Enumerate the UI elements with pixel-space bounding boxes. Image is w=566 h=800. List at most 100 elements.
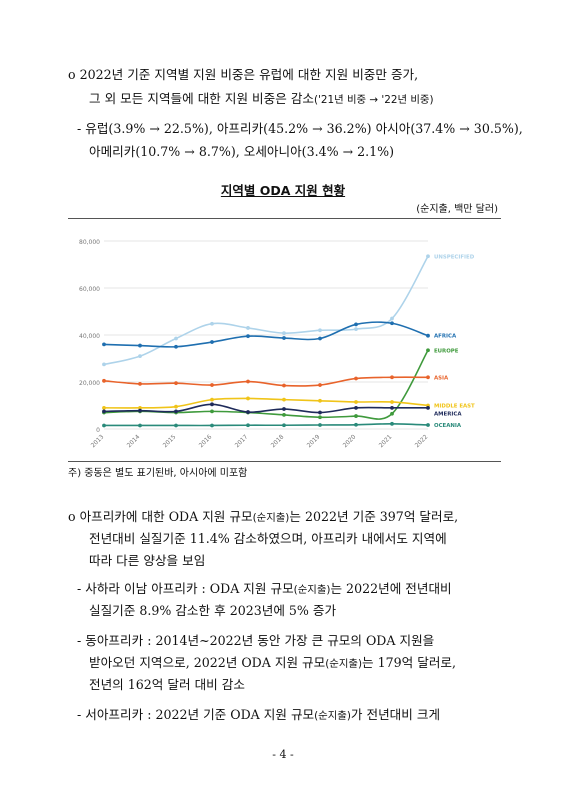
data-point <box>390 400 394 404</box>
x-tick-label: 2016 <box>198 433 214 449</box>
series-label: UNSPECIFIED <box>434 254 475 260</box>
x-tick-label: 2021 <box>378 433 394 449</box>
data-point <box>318 383 322 387</box>
data-point <box>210 321 214 326</box>
p2-line1-b: 는 2022년 기준 397억 달러로, <box>289 509 459 524</box>
y-tick-label: 0 <box>96 427 100 434</box>
data-point <box>354 376 358 381</box>
data-point <box>246 326 250 330</box>
paragraph-2-line-3: 따라 다른 양상을 보임 <box>89 550 205 569</box>
paragraph-1-sub-line-2: 아메리카(10.7% → 8.7%), 오세아니아(3.4% → 2.1%) <box>89 141 394 160</box>
data-point <box>246 334 250 339</box>
b1-line1-a: - 사하라 이남 아프리카 : ODA 지원 규모 <box>77 581 294 596</box>
data-point <box>282 423 286 428</box>
series-label: ASIA <box>434 375 449 381</box>
y-tick-label: 40,000 <box>79 333 100 340</box>
data-point <box>138 381 142 386</box>
bullet-3-line-1: - 서아프리카 : 2022년 기준 ODA 지원 규모(순지출)가 전년대비 … <box>77 704 440 723</box>
chart-title: 지역별 ODA 지원 현황 <box>220 183 346 198</box>
paragraph-1-sub-line-1: - 유럽(3.9% → 22.5%), 아프리카(45.2% → 36.2%) … <box>77 118 523 137</box>
x-tick-label: 2014 <box>126 433 142 449</box>
series-label: AFRICA <box>434 334 457 340</box>
p1-sub-line1-text: - 유럽(3.9% → 22.5%), 아프리카(45.2% → 36.2%) … <box>77 121 523 136</box>
x-tick-label: 2022 <box>414 433 430 449</box>
data-point <box>138 343 142 348</box>
data-point <box>426 405 430 410</box>
data-point <box>102 342 106 347</box>
data-point <box>102 362 106 367</box>
data-point <box>282 383 286 388</box>
series-label: AMERICA <box>434 412 462 418</box>
x-tick-label: 2017 <box>234 433 250 449</box>
data-point <box>426 333 430 338</box>
data-point <box>174 336 178 341</box>
data-point <box>426 254 430 259</box>
data-point <box>354 405 358 410</box>
series-line <box>103 321 429 348</box>
p1-sub-line2-text: 아메리카(10.7% → 8.7%), 오세아니아(3.4% → 2.1%) <box>89 144 395 159</box>
bullet-1-line-1: - 사하라 이남 아프리카 : ODA 지원 규모(순지출)는 2022년에 전… <box>77 578 452 597</box>
data-point <box>282 397 286 402</box>
series-line <box>103 423 429 427</box>
y-tick-label: 20,000 <box>79 380 100 387</box>
series-line <box>103 397 429 409</box>
data-point <box>390 316 394 321</box>
y-tick-label: 80,000 <box>79 239 100 246</box>
data-point <box>354 414 358 418</box>
data-point <box>246 423 250 428</box>
data-point <box>210 423 214 428</box>
data-point <box>318 398 322 403</box>
series-line <box>103 403 428 414</box>
data-point <box>282 413 286 417</box>
bullet-2-line-3: 전년의 162억 달러 대비 감소 <box>89 674 245 693</box>
p2-line2-text: 전년대비 실질기준 11.4% 감소하였으며, 아프리카 내에서도 지역에 <box>89 531 447 546</box>
x-tick-label: 2020 <box>342 433 358 449</box>
p1-line1-text: o 2022년 기준 지역별 지원 비중은 유럽에 대한 지원 비중만 증가, <box>68 67 419 82</box>
b3-line1-a: - 서아프리카 : 2022년 기준 ODA 지원 규모 <box>77 707 315 722</box>
data-point <box>318 328 322 333</box>
b2-line2-note: (순지출) <box>325 658 363 670</box>
data-point <box>426 375 430 380</box>
bullet-2-line-2: 받아오던 지역으로, 2022년 ODA 지원 규모(순지출)는 179억 달러… <box>89 652 456 671</box>
p2-line1-a: o 아프리카에 대한 ODA 지원 규모 <box>68 509 253 524</box>
bullet-1-line-2: 실질기준 8.9% 감소한 후 2023년에 5% 증가 <box>89 600 336 619</box>
data-point <box>390 321 394 326</box>
data-point <box>318 415 322 420</box>
page-number: - 4 - <box>272 748 294 761</box>
x-tick-label: 2018 <box>270 433 286 449</box>
data-point <box>390 421 394 426</box>
data-point <box>354 327 358 332</box>
data-point <box>246 410 250 414</box>
paragraph-2-line-2: 전년대비 실질기준 11.4% 감소하였으며, 아프리카 내에서도 지역에 <box>89 528 447 547</box>
data-point <box>282 336 286 340</box>
data-point <box>426 348 430 353</box>
data-point <box>426 423 430 427</box>
p2-line1-note: (순지출) <box>252 512 290 524</box>
series-line <box>103 255 429 366</box>
data-point <box>210 383 214 387</box>
data-point <box>210 340 214 344</box>
data-point <box>210 402 214 407</box>
b2-line3-text: 전년의 162억 달러 대비 감소 <box>89 677 245 692</box>
paragraph-1-line-1: o 2022년 기준 지역별 지원 비중은 유럽에 대한 지원 비중만 증가, <box>68 64 418 83</box>
data-point <box>174 381 178 386</box>
paragraph-2-line-1: o 아프리카에 대한 ODA 지원 규모(순지출)는 2022년 기준 397억… <box>68 506 458 525</box>
data-point <box>210 409 214 414</box>
series-line <box>103 349 429 420</box>
data-point <box>138 408 142 413</box>
data-point <box>318 423 322 427</box>
data-point <box>138 354 142 359</box>
y-tick-label: 60,000 <box>79 286 100 293</box>
series-label: EUROPE <box>434 348 459 354</box>
x-tick-label: 2015 <box>162 433 178 449</box>
chart-unit: (순지출, 백만 달러) <box>416 204 498 215</box>
data-point <box>282 407 286 411</box>
data-point <box>390 411 394 416</box>
data-point <box>210 397 214 402</box>
data-point <box>318 336 322 341</box>
data-point <box>390 405 394 410</box>
chart-container: 0 20,000 40,000 60,000 80,000 2013 2014 2015 201… <box>68 218 501 462</box>
data-point <box>174 404 178 409</box>
data-point <box>174 423 178 428</box>
b2-line2-a: 받아오던 지역으로, 2022년 ODA 지원 규모 <box>89 655 326 670</box>
